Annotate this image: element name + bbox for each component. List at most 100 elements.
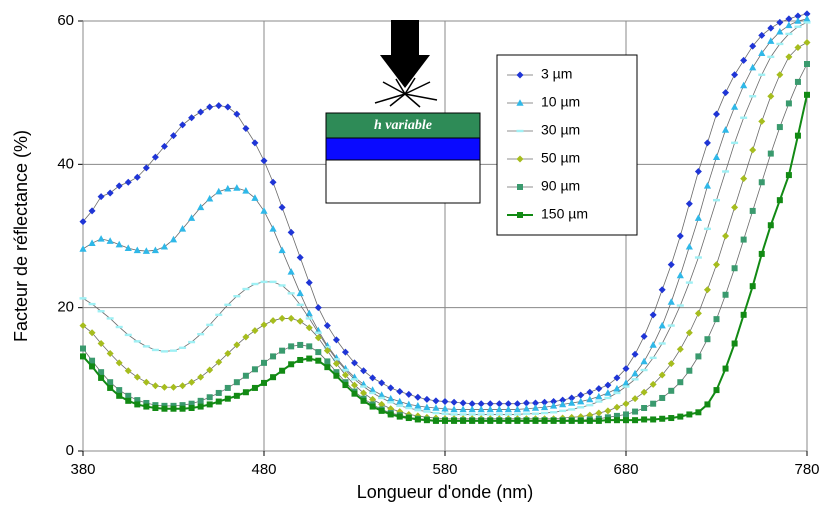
point	[160, 350, 168, 353]
x-tick-label: 480	[251, 461, 276, 478]
point	[731, 340, 738, 347]
point	[170, 349, 177, 352]
point	[305, 309, 313, 317]
point	[332, 360, 340, 368]
point	[206, 323, 214, 327]
point	[650, 400, 657, 407]
y-tick-label: 20	[57, 299, 74, 316]
point	[233, 341, 241, 349]
point	[577, 406, 585, 409]
legend-label: 50 µm	[541, 150, 580, 166]
point	[685, 281, 693, 284]
point	[287, 292, 295, 295]
point	[260, 321, 268, 329]
point	[269, 178, 277, 186]
point	[279, 347, 286, 354]
point	[115, 240, 123, 248]
point	[667, 360, 675, 368]
point	[504, 413, 512, 416]
point	[613, 412, 620, 419]
point	[197, 373, 205, 381]
point	[133, 173, 141, 181]
point	[595, 400, 603, 403]
point	[215, 187, 223, 195]
point	[568, 408, 576, 411]
point	[287, 268, 295, 275]
y-tick-label: 60	[57, 12, 74, 29]
point	[405, 400, 413, 408]
x-tick-label: 680	[613, 461, 638, 478]
point	[450, 398, 458, 406]
point	[804, 61, 810, 67]
point	[396, 404, 404, 408]
point	[333, 372, 340, 379]
legend-marker	[516, 155, 524, 163]
point	[423, 417, 430, 424]
point	[441, 398, 449, 406]
point	[595, 409, 603, 417]
point	[523, 417, 530, 424]
point	[378, 396, 386, 400]
point	[206, 366, 214, 374]
point	[577, 391, 585, 399]
point	[179, 121, 187, 129]
legend-label: 90 µm	[541, 178, 580, 194]
point	[731, 265, 738, 272]
point	[685, 329, 693, 337]
point	[677, 379, 684, 386]
point	[98, 369, 105, 376]
point	[622, 400, 630, 408]
point	[332, 336, 340, 344]
point	[776, 71, 784, 79]
point	[686, 411, 693, 418]
point	[251, 282, 259, 286]
point	[333, 369, 340, 376]
point	[767, 37, 775, 44]
point	[297, 356, 304, 363]
point	[731, 203, 739, 211]
point	[287, 228, 295, 236]
point	[694, 256, 702, 259]
point	[242, 333, 250, 341]
point	[215, 389, 222, 396]
point	[767, 222, 774, 229]
point	[513, 400, 521, 408]
point	[396, 397, 404, 405]
point	[179, 382, 187, 390]
point	[88, 329, 96, 337]
point	[125, 397, 132, 404]
point	[631, 395, 639, 403]
point	[279, 367, 286, 374]
point	[206, 103, 214, 111]
point	[722, 291, 729, 298]
point	[106, 237, 114, 244]
point	[341, 368, 349, 372]
point	[694, 309, 702, 317]
point	[740, 236, 747, 243]
point	[378, 379, 386, 387]
point	[242, 287, 250, 291]
point	[278, 314, 286, 322]
point	[776, 124, 783, 131]
layer-blue	[325, 137, 481, 161]
point	[142, 378, 150, 386]
point	[559, 417, 566, 424]
layer-variable	[325, 112, 481, 139]
point	[133, 340, 141, 343]
point	[477, 405, 485, 413]
point	[776, 197, 783, 204]
point	[115, 359, 123, 367]
point	[396, 388, 404, 396]
point	[495, 400, 503, 408]
point	[315, 349, 322, 356]
point	[432, 404, 440, 411]
point	[495, 405, 503, 413]
layer-substrate	[325, 159, 481, 204]
point	[179, 402, 186, 409]
point	[143, 399, 150, 406]
point	[197, 403, 204, 410]
point	[713, 261, 720, 269]
point	[713, 198, 720, 202]
point	[522, 412, 530, 415]
